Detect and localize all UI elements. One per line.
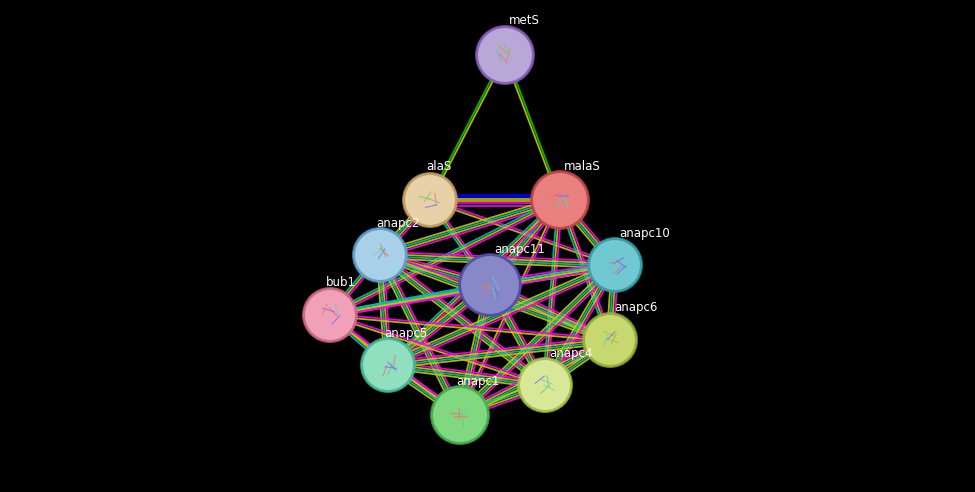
Ellipse shape	[354, 229, 406, 281]
Ellipse shape	[530, 170, 590, 230]
Ellipse shape	[404, 174, 456, 226]
Ellipse shape	[477, 27, 533, 83]
Ellipse shape	[582, 312, 638, 368]
Ellipse shape	[302, 287, 358, 343]
Ellipse shape	[430, 385, 490, 445]
Text: anapc10: anapc10	[619, 226, 670, 240]
Ellipse shape	[519, 359, 571, 411]
Ellipse shape	[587, 237, 643, 293]
Ellipse shape	[460, 255, 520, 315]
Ellipse shape	[475, 25, 535, 85]
Text: bub1: bub1	[326, 277, 356, 289]
Ellipse shape	[532, 172, 588, 228]
Ellipse shape	[360, 337, 416, 393]
Text: anapc4: anapc4	[549, 346, 593, 360]
Text: anapc5: anapc5	[384, 327, 427, 339]
Ellipse shape	[589, 239, 641, 291]
Ellipse shape	[458, 253, 522, 317]
Text: metS: metS	[509, 14, 540, 28]
Ellipse shape	[362, 339, 414, 391]
Ellipse shape	[584, 314, 636, 366]
Text: anapc2: anapc2	[376, 216, 419, 229]
Text: malaS: malaS	[564, 159, 601, 173]
Ellipse shape	[432, 387, 488, 443]
Text: anapc1: anapc1	[456, 374, 499, 388]
Text: alaS: alaS	[426, 159, 451, 173]
Text: anapc11: anapc11	[494, 243, 545, 255]
Text: anapc6: anapc6	[614, 302, 657, 314]
Ellipse shape	[517, 357, 573, 413]
Ellipse shape	[304, 289, 356, 341]
Ellipse shape	[402, 172, 458, 228]
Ellipse shape	[352, 227, 408, 283]
